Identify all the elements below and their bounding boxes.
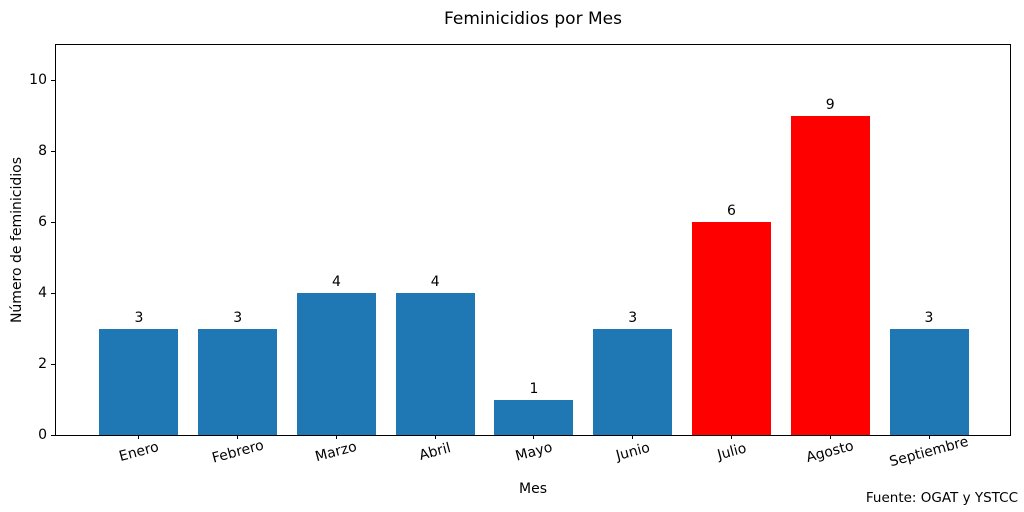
source-note: Fuente: OGAT y YSTCC: [865, 490, 1018, 506]
x-tick: [533, 435, 535, 439]
y-tick-label: 2: [38, 356, 47, 373]
y-tick: [51, 434, 55, 436]
bar-value-label: 4: [430, 274, 440, 291]
y-tick-label: 8: [38, 143, 47, 160]
chart-title: Feminicidios por Mes: [444, 9, 622, 29]
y-tick: [51, 292, 55, 294]
x-tick: [928, 435, 930, 439]
y-tick-label: 0: [38, 427, 47, 443]
x-tick: [632, 435, 634, 439]
plot-area: 0 2 4 6 8 10 3 Enero 3 Febrero 4 Marzo 4 Abril 1 Mayo 3 J…: [29, 44, 1011, 470]
x-tick-label: Abril: [417, 440, 453, 464]
bar-enero: [99, 328, 179, 435]
bar-mayo: [494, 399, 574, 435]
x-tick: [237, 435, 239, 439]
bar-marzo: [296, 293, 376, 435]
bar-value-label: 6: [727, 203, 736, 220]
x-tick: [434, 435, 436, 439]
x-tick: [138, 435, 140, 439]
bar-value-label: 1: [529, 380, 539, 397]
x-axis-label: Mes: [519, 481, 547, 497]
x-tick-label: Septiembre: [887, 433, 971, 471]
x-tick: [829, 435, 831, 439]
bar-abril: [395, 293, 475, 435]
y-tick: [51, 221, 55, 223]
y-tick: [51, 79, 55, 81]
bar-febrero: [198, 328, 278, 435]
bar-agosto: [790, 115, 870, 435]
y-tick-label: 4: [38, 285, 47, 302]
y-tick-label: 10: [29, 72, 47, 89]
x-tick: [731, 435, 732, 439]
bar-julio: [692, 222, 771, 435]
bar-value-label: 3: [233, 309, 243, 326]
y-tick-label: 6: [38, 214, 47, 231]
bar-junio: [593, 328, 673, 435]
y-axis-label: Número de feminicidios: [9, 156, 25, 324]
y-tick: [51, 150, 55, 152]
x-tick: [335, 435, 337, 439]
x-tick-label: Enero: [117, 439, 161, 465]
bar-value-label: 3: [628, 309, 638, 326]
x-tick-label: Agosto: [804, 438, 856, 466]
bar-value-label: 3: [924, 309, 934, 326]
x-tick-label: Marzo: [313, 438, 359, 466]
x-tick-label: Mayo: [513, 439, 555, 465]
y-tick: [51, 363, 55, 365]
x-tick-label: Junio: [614, 439, 652, 465]
bar-value-label: 3: [134, 309, 144, 326]
bar-value-label: 9: [825, 96, 835, 113]
bar-value-label: 4: [332, 274, 341, 291]
x-tick-label: Julio: [715, 440, 748, 464]
bar-septiembre: [889, 328, 969, 435]
x-tick-label: Febrero: [210, 437, 266, 467]
